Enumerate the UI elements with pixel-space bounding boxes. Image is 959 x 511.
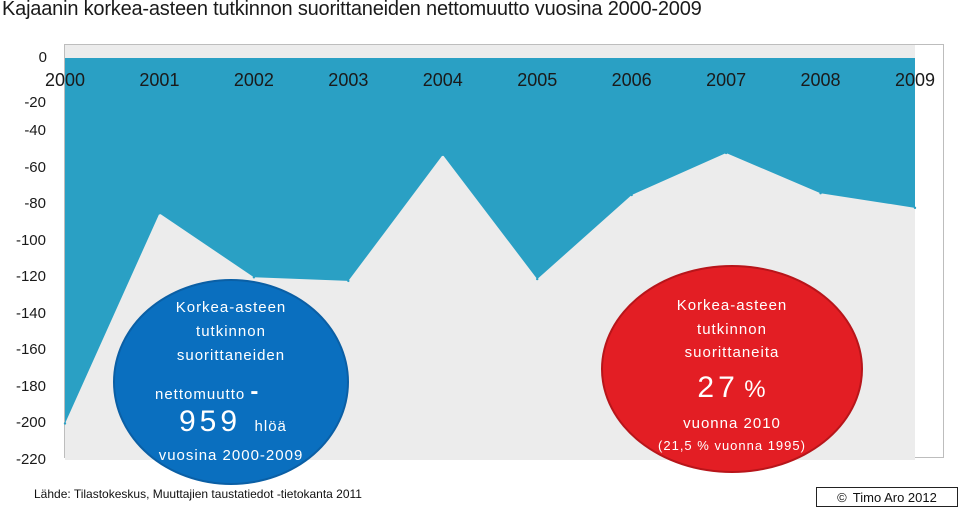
x-tick-label: 2008	[800, 70, 841, 90]
y-tick-label: -200	[15, 414, 46, 432]
x-tick-label: 2002	[233, 70, 274, 90]
data-point	[724, 151, 728, 155]
copyright-symbol: ©	[837, 489, 847, 505]
callout-note: (21,5 % vuonna 1995)	[658, 438, 806, 453]
y-tick-label: -120	[15, 268, 46, 286]
x-tick-label: 2003	[328, 70, 369, 90]
data-point	[819, 192, 822, 195]
callout-value-row: 959 hlöä	[179, 405, 287, 439]
y-tick-label: -160	[15, 341, 46, 359]
callout-unit: hlöä	[254, 418, 287, 435]
callout-line: suorittaneiden	[176, 347, 286, 364]
y-tick-label: -140	[15, 304, 46, 322]
data-point	[913, 206, 917, 210]
chart-title: Kajaanin korkea-asteen tutkinnon suoritt…	[2, 0, 702, 20]
callout-unit: %	[744, 376, 767, 403]
callout-line: suorittaneita	[684, 344, 780, 361]
callout-line: Korkea-asteen	[676, 297, 788, 314]
copyright-text: Timo Aro 2012	[852, 489, 937, 505]
data-point	[536, 277, 539, 281]
net-migration-callout: Korkea-asteen tutkinnon suorittaneiden n…	[113, 279, 349, 485]
source-note: Lähde: Tilastokeskus, Muuttajien taustat…	[34, 487, 362, 501]
callout-period: vuosina 2000-2009	[158, 447, 304, 464]
data-point	[441, 153, 444, 157]
y-tick-label: -100	[15, 231, 46, 249]
y-tick-label: -20	[24, 93, 46, 111]
data-point	[630, 193, 633, 197]
callout-line: tutkinnon	[196, 323, 266, 340]
x-tick-label: 2000	[44, 70, 86, 90]
y-tick-label: -40	[24, 122, 46, 140]
y-tick-label: -60	[24, 158, 46, 176]
y-tick-label: -180	[15, 377, 46, 395]
callout-value: 959	[179, 405, 242, 438]
callout-value: 27	[697, 371, 739, 404]
x-tick-label: 2004	[422, 70, 463, 90]
x-tick-label: 2001	[139, 70, 180, 90]
data-point	[63, 422, 67, 425]
callout-year: vuonna 2010	[683, 415, 781, 432]
y-tick-label: 0	[38, 49, 47, 66]
callout-value-row: 27 %	[603, 371, 861, 405]
y-tick-label: -80	[24, 195, 46, 213]
callout-label: nettomuutto	[155, 386, 246, 403]
callout-line: nettomuutto -	[155, 378, 259, 406]
data-point	[347, 279, 350, 283]
x-tick-label: 2009	[894, 70, 936, 90]
x-tick-label: 2005	[517, 70, 558, 90]
y-tick-label: -220	[15, 451, 46, 468]
copyright-box: © Timo Aro 2012	[816, 487, 958, 507]
series-area	[65, 58, 915, 424]
callout-line: tutkinnon	[697, 321, 767, 338]
data-point	[252, 276, 256, 279]
degree-share-callout: Korkea-asteen tutkinnon suorittaneita 27…	[601, 265, 863, 473]
x-tick-label: 2007	[706, 70, 747, 90]
callout-dash: -	[250, 378, 260, 405]
callout-line: Korkea-asteen	[175, 299, 287, 316]
data-point	[158, 212, 161, 215]
x-tick-label: 2006	[611, 70, 652, 90]
